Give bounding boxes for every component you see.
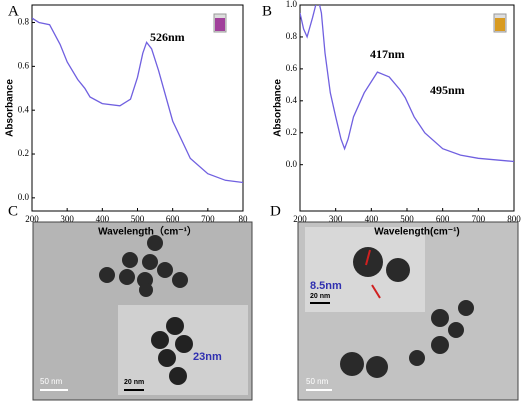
x-tick-label: 500: [131, 214, 145, 224]
scale-label: 20 nm: [310, 293, 330, 300]
panel-label: A: [8, 3, 19, 19]
vial-icon: [493, 13, 507, 33]
spectrum-line: [32, 17, 243, 184]
x-tick-label: 300: [329, 214, 343, 224]
y-tick-label: 0.8: [286, 31, 298, 41]
y-tick-label: 1.0: [286, 0, 298, 9]
x-tick-label: 500: [400, 214, 414, 224]
x-tick-label: 400: [365, 214, 379, 224]
spectrum-line: [300, 5, 514, 163]
x-axis-label: Wavelength(cm⁻¹): [374, 227, 459, 238]
plot-frame: [31, 4, 244, 212]
annotation: 526nm: [150, 30, 185, 44]
vial-icon: [213, 13, 227, 33]
size-label: 8.5nm: [310, 280, 342, 292]
panel-label: C: [8, 203, 18, 219]
y-axis-label: Absorbance: [5, 79, 16, 137]
scale-label: 50 nm: [306, 377, 329, 386]
x-tick-label: 800: [507, 214, 521, 224]
plot-frame: [299, 4, 515, 212]
y-tick-label: 0.2: [286, 127, 297, 137]
x-tick-label: 200: [293, 214, 307, 224]
y-tick-label: 0.0: [286, 159, 298, 169]
x-tick-label: 200: [25, 214, 39, 224]
panel-label: D: [270, 203, 281, 219]
y-tick-label: 0.8: [18, 17, 30, 27]
y-tick-label: 0.6: [286, 63, 298, 73]
y-tick-label: 0.4: [18, 104, 30, 114]
scale-label: 50 nm: [40, 377, 63, 386]
y-tick-label: 0.0: [18, 192, 30, 202]
scale-label: 20 nm: [124, 379, 144, 386]
x-tick-label: 80: [239, 214, 249, 224]
tem-image: 50 nm 20 nm 23nm: [32, 221, 253, 401]
x-tick-label: 400: [96, 214, 110, 224]
x-tick-label: 700: [201, 214, 215, 224]
x-axis-label: Wavelength（cm⁻¹）: [98, 225, 197, 238]
panel-label: B: [262, 3, 272, 19]
tem-image: 8.5nm 20 nm 50 nm: [297, 221, 519, 401]
y-tick-label: 0.4: [286, 95, 298, 105]
x-tick-label: 300: [60, 214, 74, 224]
size-label: 23nm: [193, 351, 222, 363]
y-tick-label: 0.6: [18, 60, 30, 70]
x-tick-label: 600: [166, 214, 180, 224]
y-tick-label: 0.2: [18, 148, 29, 158]
x-tick-label: 700: [472, 214, 486, 224]
y-axis-label: Absorbance: [273, 79, 284, 137]
annotation: 417nm: [370, 47, 405, 61]
annotation: 495nm: [430, 83, 465, 97]
x-tick-label: 600: [436, 214, 450, 224]
